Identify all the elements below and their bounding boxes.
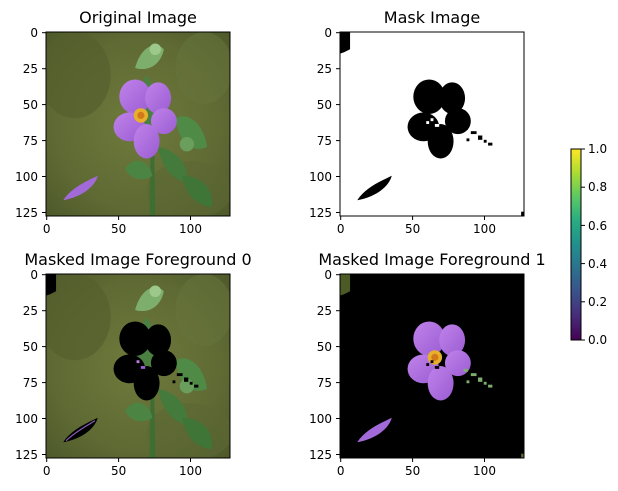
plot-frame bbox=[339, 31, 525, 217]
y-tick-label: 25 bbox=[23, 62, 38, 76]
panel-foreground-1: Masked Image Foreground 1 bbox=[309, 250, 546, 478]
x-axis: 0 50 100 bbox=[43, 458, 202, 478]
y-tick-label: 100 bbox=[15, 170, 38, 184]
y-tick-label: 100 bbox=[15, 412, 38, 426]
x-tick-label: 50 bbox=[405, 464, 420, 478]
y-tick-label: 50 bbox=[317, 98, 332, 112]
x-tick-label: 100 bbox=[179, 464, 202, 478]
panel-title: Masked Image Foreground 1 bbox=[318, 250, 545, 269]
x-tick-label: 50 bbox=[111, 464, 126, 478]
y-tick-label: 100 bbox=[309, 412, 332, 426]
y-axis: 0 25 50 75 100 125 bbox=[15, 26, 46, 220]
x-tick-label: 100 bbox=[473, 222, 496, 236]
y-tick-label: 50 bbox=[23, 340, 38, 354]
panel-foreground-0: Masked Image Foreground 0 bbox=[15, 250, 252, 478]
y-tick-label: 100 bbox=[309, 170, 332, 184]
panel-title: Masked Image Foreground 0 bbox=[24, 250, 251, 269]
colorbar-tick-label: 0.8 bbox=[588, 180, 607, 194]
colorbar-tick-label: 0.0 bbox=[588, 333, 607, 347]
plot-frame bbox=[45, 31, 231, 217]
y-tick-label: 75 bbox=[23, 134, 38, 148]
x-tick-label: 0 bbox=[43, 464, 51, 478]
y-tick-label: 0 bbox=[30, 26, 38, 40]
y-axis: 0 25 50 75 100 125 bbox=[309, 268, 340, 462]
x-tick-label: 0 bbox=[337, 222, 345, 236]
y-tick-label: 0 bbox=[30, 268, 38, 282]
y-tick-label: 25 bbox=[317, 304, 332, 318]
mask-image bbox=[340, 32, 524, 216]
y-tick-label: 0 bbox=[324, 268, 332, 282]
x-tick-label: 0 bbox=[337, 464, 345, 478]
x-tick-label: 50 bbox=[405, 222, 420, 236]
x-tick-label: 100 bbox=[179, 222, 202, 236]
plot-frame bbox=[45, 273, 231, 459]
y-tick-label: 25 bbox=[23, 304, 38, 318]
panel-original: Original Image bbox=[15, 8, 231, 236]
x-axis: 0 50 100 bbox=[337, 216, 496, 236]
colorbar-tick-label: 0.4 bbox=[588, 257, 607, 271]
colorbar-tick-label: 0.2 bbox=[588, 295, 607, 309]
y-tick-label: 125 bbox=[15, 206, 38, 220]
y-axis: 0 25 50 75 100 125 bbox=[309, 26, 340, 220]
x-axis: 0 50 100 bbox=[43, 216, 202, 236]
masked-image-foreground-1 bbox=[340, 274, 524, 458]
panel-mask: Mask Image bbox=[309, 8, 525, 236]
y-tick-label: 75 bbox=[23, 376, 38, 390]
colorbar-gradient bbox=[570, 148, 582, 341]
plot-frame bbox=[339, 273, 525, 459]
y-tick-label: 75 bbox=[317, 376, 332, 390]
y-tick-label: 0 bbox=[324, 26, 332, 40]
x-tick-label: 100 bbox=[473, 464, 496, 478]
x-tick-label: 50 bbox=[111, 222, 126, 236]
y-tick-label: 125 bbox=[309, 206, 332, 220]
colorbar: 0.0 0.2 0.4 0.6 0.8 1.0 bbox=[570, 142, 607, 347]
y-tick-label: 125 bbox=[309, 448, 332, 462]
x-tick-label: 0 bbox=[43, 222, 51, 236]
y-tick-label: 125 bbox=[15, 448, 38, 462]
x-axis: 0 50 100 bbox=[337, 458, 496, 478]
panel-title: Mask Image bbox=[384, 8, 480, 27]
y-axis: 0 25 50 75 100 125 bbox=[15, 268, 46, 462]
original-image bbox=[46, 32, 230, 216]
y-tick-label: 25 bbox=[317, 62, 332, 76]
y-tick-label: 75 bbox=[317, 134, 332, 148]
masked-image-foreground-0 bbox=[46, 274, 230, 458]
colorbar-tick-label: 0.6 bbox=[588, 219, 607, 233]
y-tick-label: 50 bbox=[23, 98, 38, 112]
colorbar-tick-label: 1.0 bbox=[588, 142, 607, 156]
panel-title: Original Image bbox=[79, 8, 197, 27]
y-tick-label: 50 bbox=[317, 340, 332, 354]
